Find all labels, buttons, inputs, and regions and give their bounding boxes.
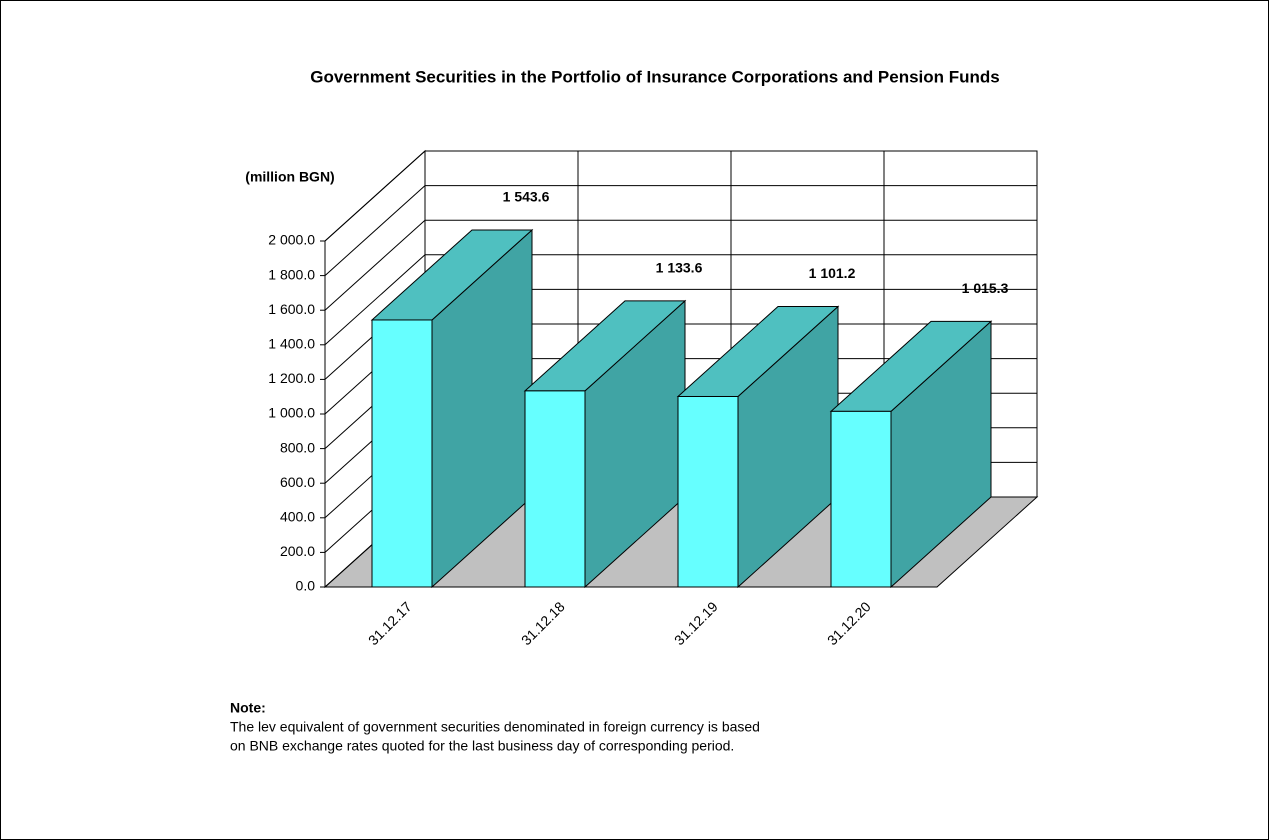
y-tick-label: 2 000.0: [268, 232, 315, 248]
note-title: Note:: [230, 700, 266, 716]
value-label: 1 543.6: [503, 189, 550, 205]
bar: [524, 390, 586, 588]
chart-title: Government Securities in the Portfolio o…: [310, 67, 1000, 86]
grid-line: [324, 254, 426, 346]
grid-line: [324, 150, 426, 242]
note-line: The lev equivalent of government securit…: [230, 719, 760, 735]
y-axis-label: (million BGN): [245, 169, 334, 185]
note-line: on BNB exchange rates quoted for the las…: [230, 738, 734, 754]
grid-line: [324, 185, 426, 276]
value-label: 1 015.3: [962, 280, 1009, 296]
y-tick-label: 1 400.0: [268, 336, 315, 352]
y-tick-label: 1 200.0: [268, 370, 315, 386]
bar: [677, 395, 739, 588]
value-label: 1 133.6: [656, 260, 703, 276]
grid-line: [324, 219, 426, 311]
y-tick-label: 1 000.0: [268, 405, 315, 421]
y-tick-label: 1 800.0: [268, 266, 315, 282]
y-tick-label: 800.0: [280, 439, 315, 455]
y-tick-label: 1 600.0: [268, 301, 315, 317]
y-tick-label: 0.0: [296, 578, 316, 594]
value-label: 1 101.2: [809, 265, 856, 281]
y-tick-label: 200.0: [280, 543, 315, 559]
bar: [830, 410, 892, 588]
y-tick-label: 400.0: [280, 509, 315, 525]
bar: [371, 319, 433, 588]
y-tick-label: 600.0: [280, 474, 315, 490]
